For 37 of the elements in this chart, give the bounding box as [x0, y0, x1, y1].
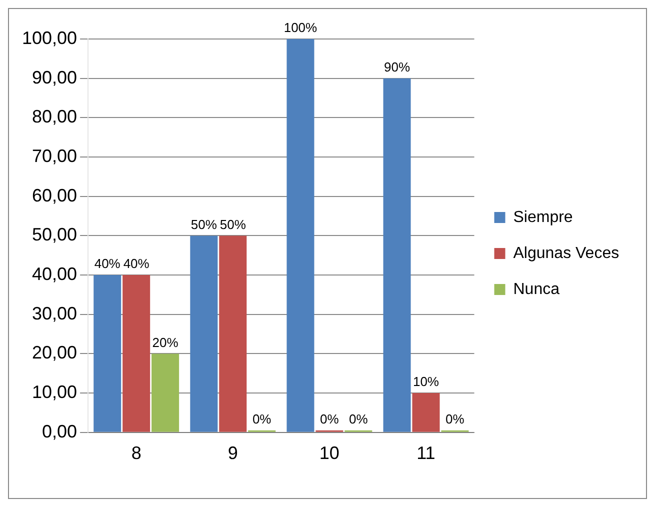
y-tick-label: 40,00 [32, 264, 78, 284]
y-tick-label: 70,00 [32, 146, 78, 166]
data-label: 40% [123, 256, 150, 272]
y-tick-label: 100,00 [22, 28, 78, 48]
legend-label: Nunca [513, 280, 560, 298]
y-tick-label: 90,00 [32, 67, 78, 88]
data-label: 10% [412, 374, 440, 390]
x-tick-label: 11 [416, 443, 436, 464]
y-tick-label: 30,00 [32, 303, 78, 324]
bar [286, 39, 314, 432]
bar [383, 78, 411, 432]
data-label: 0% [320, 411, 340, 426]
y-tick-label: 80,00 [32, 106, 78, 127]
x-tick-label: 8 [131, 443, 142, 464]
legend-label: Algunas Veces [513, 244, 620, 262]
bar [122, 275, 150, 432]
y-tick-label: 10,00 [32, 382, 78, 402]
data-label: 90% [384, 59, 410, 74]
data-label: 100% [284, 20, 318, 36]
data-label: 0% [252, 411, 272, 426]
y-tick-label: 60,00 [32, 185, 78, 206]
data-label: 0% [446, 411, 465, 426]
data-label: 50% [190, 216, 218, 232]
bar [219, 236, 247, 432]
bar [190, 236, 218, 432]
data-label: 50% [220, 216, 246, 232]
y-tick-label: 50,00 [32, 224, 78, 245]
y-tick-label: 20,00 [32, 342, 78, 363]
bar [94, 275, 122, 432]
bar [152, 354, 180, 432]
data-label: 40% [94, 256, 121, 272]
legend-label: Siempre [513, 208, 573, 226]
data-label: 0% [348, 411, 368, 426]
x-tick-label: 10 [319, 443, 340, 464]
data-label: 20% [152, 334, 179, 350]
x-tick-label: 9 [228, 443, 238, 464]
y-tick-label: 0,00 [42, 421, 78, 442]
